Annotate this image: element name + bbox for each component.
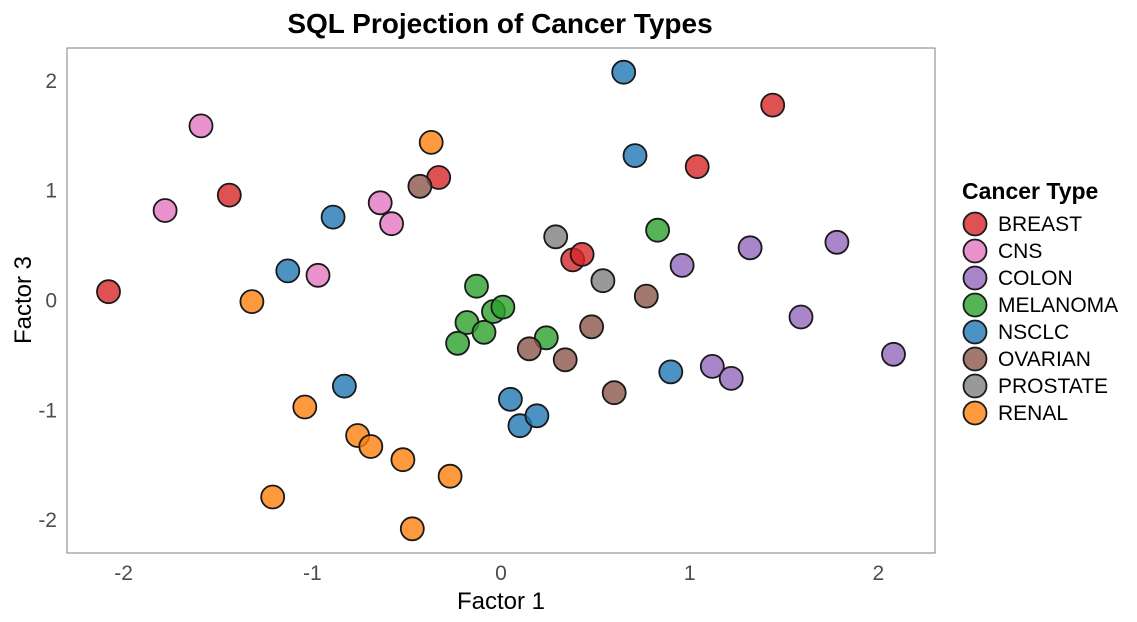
data-point-ovarian: OVARIAN <box>579 314 604 340</box>
legend-title: Cancer Type <box>962 178 1098 204</box>
x-tick-label: -1 <box>303 562 322 585</box>
legend-label-colon: COLON <box>998 267 1073 290</box>
x-axis-ticks: -2 -1 0 1 2 <box>114 562 884 585</box>
data-point-cns: CNS <box>188 113 214 139</box>
data-point-nsclc: NSCLC <box>275 258 301 284</box>
legend-key-colon <box>962 265 988 291</box>
legend-key-cns <box>962 238 988 264</box>
data-point-colon: COLON <box>669 252 695 278</box>
legend-key-nsclc <box>962 319 988 345</box>
data-point-breast: BREAST <box>96 279 121 305</box>
data-point-renal: RENAL <box>418 129 444 155</box>
legend-label-prostate: PROSTATE <box>998 375 1108 398</box>
data-point-colon: COLON <box>881 341 906 367</box>
legend-label-breast: BREAST <box>998 213 1082 236</box>
data-point-colon: COLON <box>699 353 725 379</box>
legend-key-prostate <box>962 373 988 399</box>
data-point-ovarian: OVARIAN <box>633 283 659 309</box>
data-point-melanoma: MELANOMA <box>464 273 489 299</box>
data-point-prostate: PROSTATE <box>590 268 616 294</box>
legend-label-ovarian: OVARIAN <box>998 348 1091 371</box>
data-point-cns: CNS <box>152 198 178 223</box>
data-point-nsclc: NSCLC <box>320 204 346 230</box>
data-point-renal: RENAL <box>260 484 286 510</box>
x-tick-label: 2 <box>873 562 885 585</box>
data-point-nsclc: NSCLC <box>611 59 637 85</box>
data-point-breast: BREAST <box>569 241 595 267</box>
legend-key-renal <box>962 400 988 426</box>
legend-key-breast <box>962 211 988 237</box>
data-point-nsclc: NSCLC <box>497 386 523 412</box>
y-axis-ticks: -2 -1 0 1 2 <box>38 70 57 532</box>
data-point-ovarian: OVARIAN <box>516 336 542 362</box>
data-point-colon: COLON <box>718 365 744 391</box>
data-point-renal: RENAL <box>239 289 265 315</box>
data-point-prostate: PROSTATE <box>543 224 569 250</box>
data-point-renal: RENAL <box>437 463 463 489</box>
y-tick-label: -2 <box>38 509 57 532</box>
data-point-renal: RENAL <box>358 434 384 459</box>
chart-title: SQL Projection of Cancer Types <box>287 8 712 39</box>
legend-label-renal: RENAL <box>998 402 1068 425</box>
data-point-breast: BREAST <box>760 92 786 118</box>
data-point-cns: CNS <box>367 190 393 216</box>
legend: Cancer Type BREAST CNS COLON MELANOMA NSCLC O… <box>962 178 1118 426</box>
data-point-cns: CNS <box>305 262 331 288</box>
data-point-ovarian: OVARIAN <box>601 380 627 406</box>
data-point-nsclc: NSCLC <box>658 359 684 385</box>
x-tick-label: 1 <box>684 562 696 585</box>
data-point-colon: COLON <box>788 304 814 330</box>
data-point-nsclc: NSCLC <box>524 403 550 429</box>
legend-key-melanoma <box>962 292 988 318</box>
legend-key-ovarian <box>962 346 988 372</box>
legend-items: BREAST CNS COLON MELANOMA NSCLC OVARIAN PROSTA… <box>962 211 1118 426</box>
data-point-renal: RENAL <box>292 394 318 420</box>
data-point-colon: COLON <box>824 229 850 255</box>
data-point-cns: CNS <box>379 211 405 237</box>
x-axis-label: Factor 1 <box>457 588 545 615</box>
legend-label-melanoma: MELANOMA <box>998 294 1118 317</box>
data-point-colon: COLON <box>737 235 763 261</box>
x-tick-label: 0 <box>495 562 507 585</box>
x-tick-label: -2 <box>114 562 133 585</box>
data-point-nsclc: NSCLC <box>622 143 648 169</box>
data-point-renal: RENAL <box>399 516 425 542</box>
y-tick-label: 2 <box>45 70 57 93</box>
data-point-ovarian: OVARIAN <box>552 347 578 373</box>
y-axis-label: Factor 3 <box>10 256 37 344</box>
data-point-nsclc: NSCLC <box>331 373 357 399</box>
points-layer: BREASTBREASTBREASTBREASTBREASTBREASTBREA… <box>96 59 906 542</box>
y-tick-label: 0 <box>45 290 57 313</box>
data-point-ovarian: OVARIAN <box>407 173 433 199</box>
data-point-melanoma: MELANOMA <box>490 294 516 320</box>
data-point-melanoma: MELANOMA <box>445 330 471 356</box>
legend-label-cns: CNS <box>998 240 1042 263</box>
data-point-melanoma: MELANOMA <box>471 319 497 345</box>
y-tick-label: 1 <box>45 180 57 203</box>
data-point-breast: BREAST <box>216 182 242 208</box>
data-point-breast: BREAST <box>684 154 710 180</box>
data-point-renal: RENAL <box>390 447 416 473</box>
data-point-melanoma: MELANOMA <box>645 217 670 243</box>
y-tick-label: -1 <box>38 399 57 422</box>
legend-label-nsclc: NSCLC <box>998 321 1069 344</box>
